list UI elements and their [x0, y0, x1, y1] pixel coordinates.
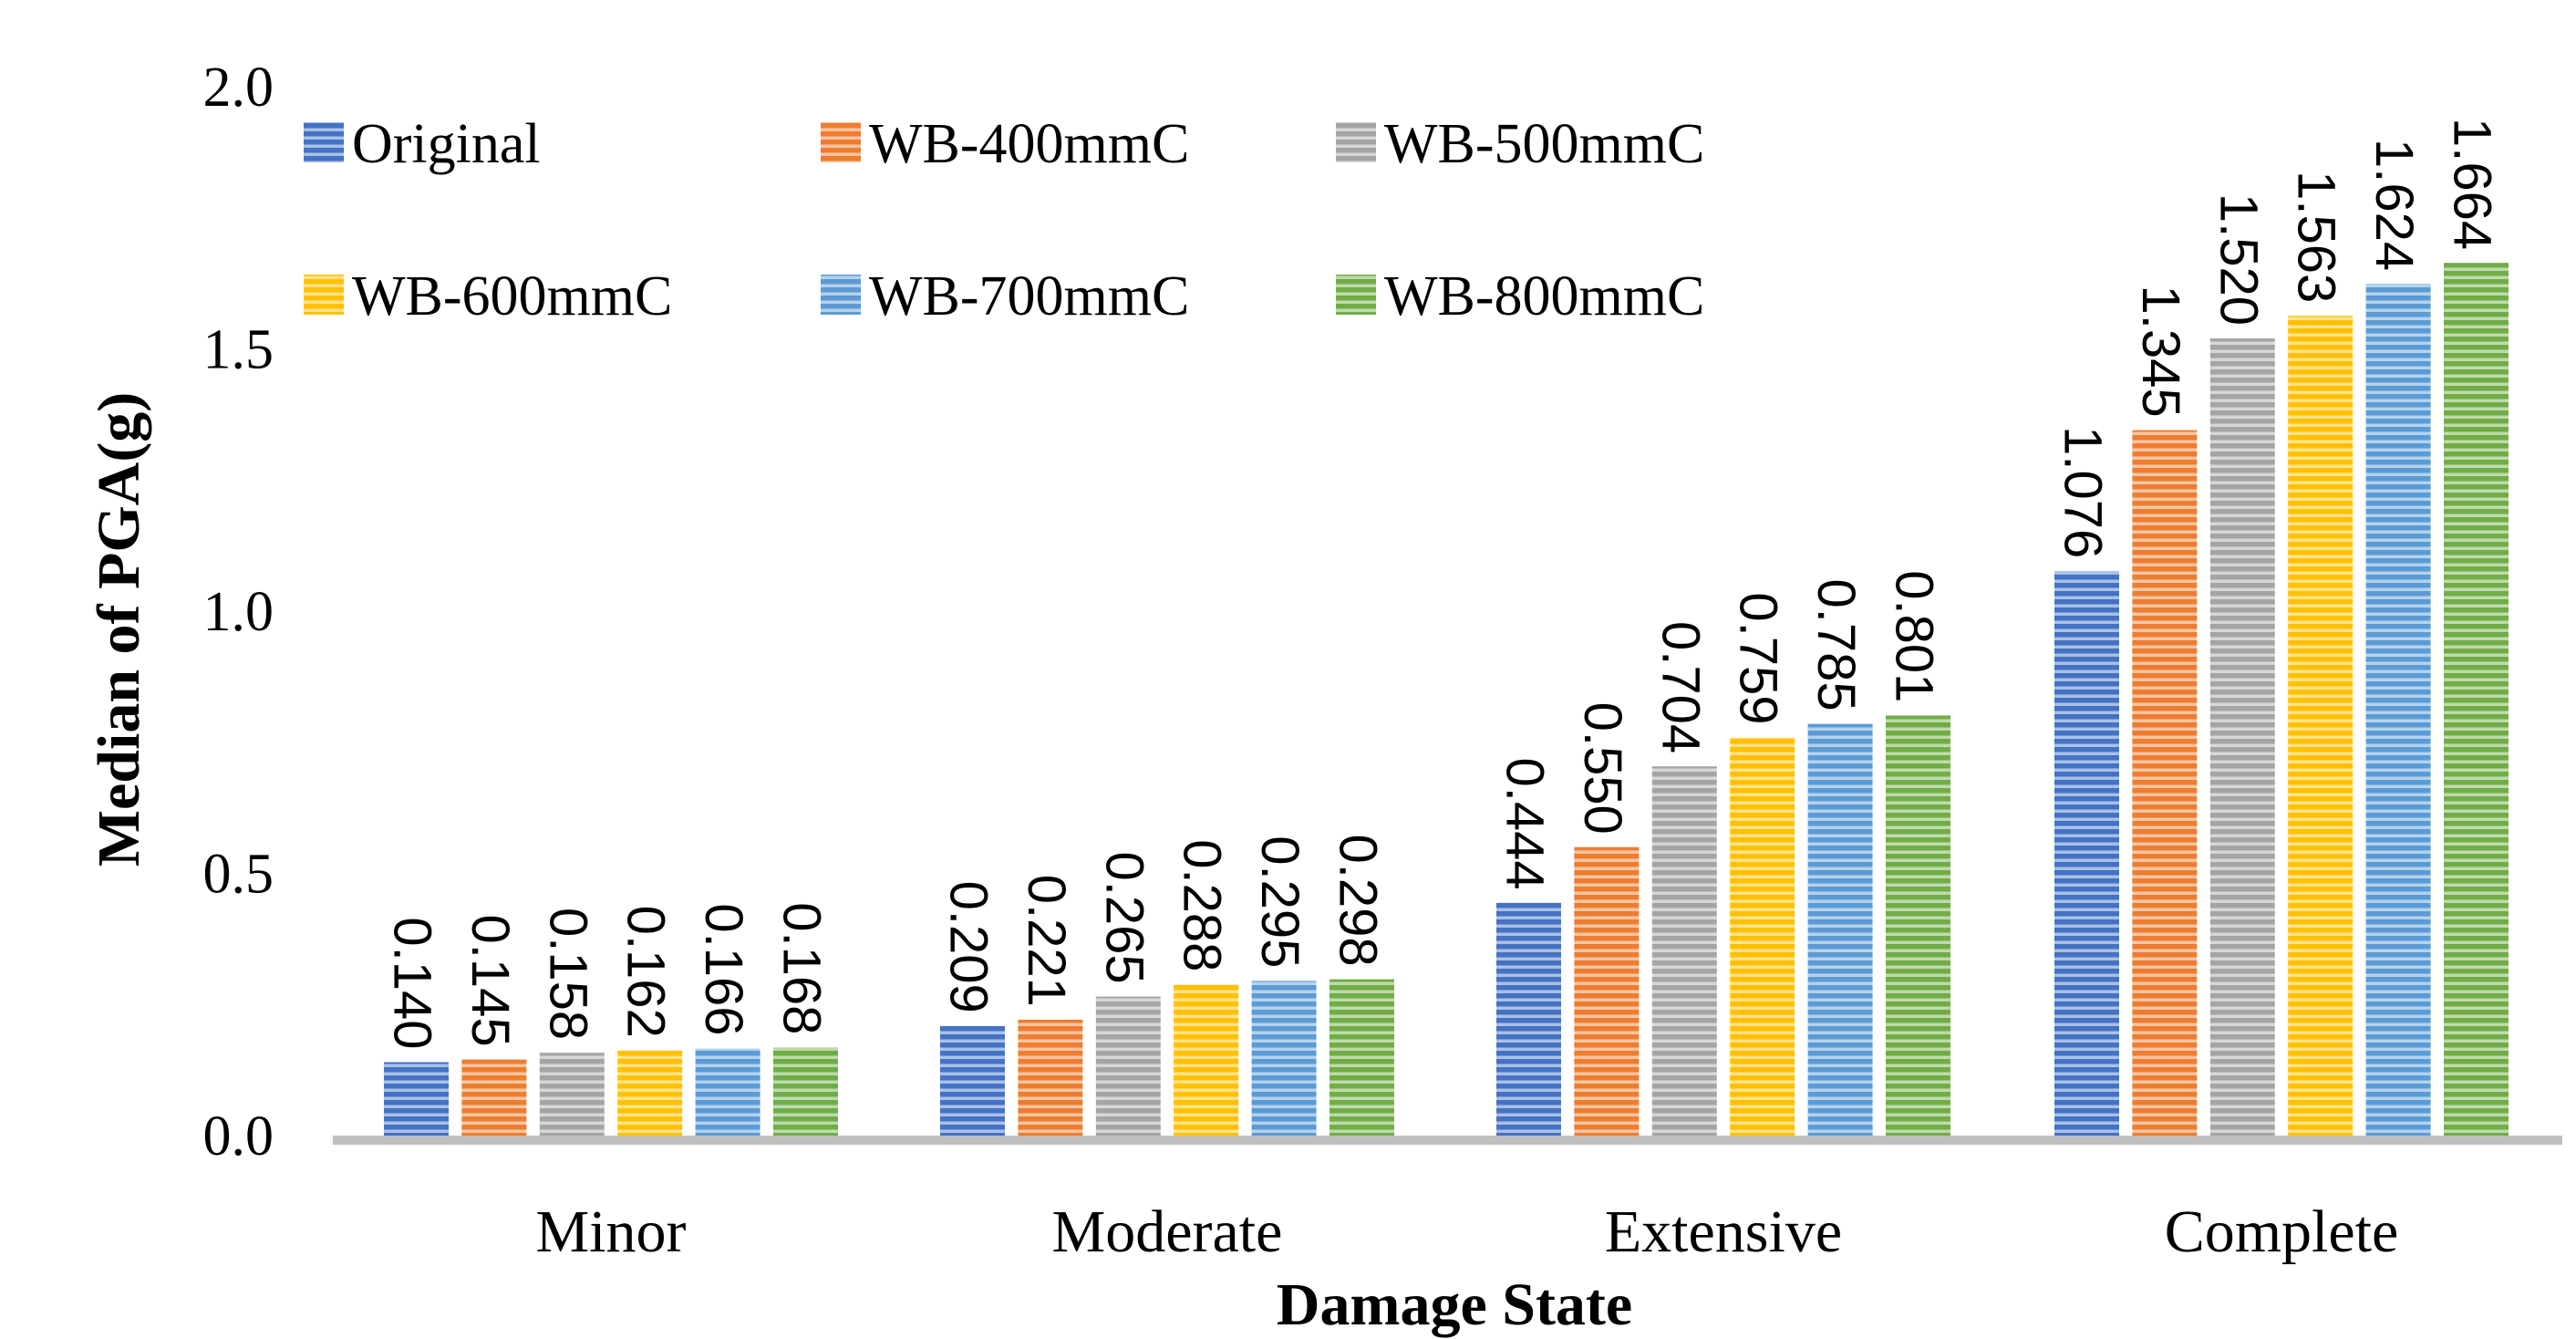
bar-minor-wb-700mmc — [695, 1048, 760, 1136]
data-label-minor-wb-400mmc: 0.145 — [460, 914, 520, 1046]
y-tick-label: 1.5 — [203, 319, 274, 381]
bar-moderate-wb-400mmc — [1018, 1019, 1083, 1136]
legend-label-wb-500mmc: WB-500mmC — [1384, 113, 1704, 175]
x-axis-title: Damage State — [1277, 1272, 1632, 1338]
bar-complete-wb-600mmc — [2288, 316, 2354, 1136]
bar-extensive-wb-600mmc — [1730, 737, 1795, 1136]
bar-extensive-wb-400mmc — [1574, 846, 1640, 1136]
legend-label-wb-400mmc: WB-400mmC — [869, 113, 1189, 175]
bar-moderate-wb-700mmc — [1251, 981, 1317, 1136]
bar-complete-wb-500mmc — [2209, 338, 2275, 1136]
data-label-extensive-wb-400mmc: 0.550 — [1573, 702, 1632, 835]
legend-label-wb-800mmc: WB-800mmC — [1384, 265, 1704, 327]
data-labels: 0.140 0.145 0.158 0.162 0.166 0.168 0.209 0.221… — [383, 118, 2502, 1049]
data-label-moderate-wb-500mmc: 0.265 — [1094, 851, 1154, 983]
y-tick-label: 2.0 — [203, 57, 274, 119]
y-axis-title: Median of PGA(g) — [86, 392, 152, 867]
data-label-minor-wb-500mmc: 0.158 — [538, 908, 597, 1040]
data-label-extensive-wb-700mmc: 0.785 — [1806, 578, 1866, 711]
category-label-moderate: Moderate — [1052, 1199, 1283, 1265]
bar-extensive-wb-700mmc — [1807, 723, 1873, 1136]
data-label-complete-wb-600mmc: 1.563 — [2287, 171, 2346, 303]
y-tick-label: 0.0 — [203, 1105, 274, 1168]
bar-complete-wb-400mmc — [2132, 430, 2198, 1136]
category-label-complete: Complete — [2165, 1199, 2399, 1265]
data-label-minor-original: 0.140 — [383, 917, 442, 1049]
data-label-extensive-original: 0.444 — [1495, 758, 1555, 890]
data-label-extensive-wb-600mmc: 0.759 — [1729, 592, 1788, 724]
data-label-complete-wb-500mmc: 1.520 — [2209, 193, 2268, 326]
bar-moderate-wb-600mmc — [1174, 984, 1239, 1136]
bar-moderate-wb-500mmc — [1095, 996, 1161, 1136]
y-axis-ticks: 0.0 0.5 1.0 1.5 2.0 — [203, 57, 274, 1168]
x-axis-category-labels: Minor Moderate Extensive Complete — [536, 1199, 2399, 1265]
data-label-complete-wb-400mmc: 1.345 — [2131, 285, 2190, 417]
data-label-minor-wb-700mmc: 0.166 — [694, 903, 753, 1035]
bar-complete-wb-800mmc — [2444, 263, 2509, 1136]
bar-minor-wb-400mmc — [461, 1059, 527, 1136]
legend-swatch-wb-400mmc — [821, 122, 861, 162]
legend-swatch-wb-500mmc — [1336, 122, 1376, 162]
data-label-minor-wb-600mmc: 0.162 — [616, 906, 676, 1038]
data-label-extensive-wb-800mmc: 0.801 — [1885, 570, 1944, 702]
legend: Original WB-400mmC WB-500mmC WB-600mmC WB-70… — [304, 113, 1704, 327]
data-label-complete-original: 1.076 — [2054, 426, 2113, 558]
legend-swatch-wb-600mmc — [304, 275, 344, 315]
data-label-moderate-wb-600mmc: 0.288 — [1173, 839, 1232, 971]
bar-minor-wb-800mmc — [773, 1047, 838, 1136]
bar-moderate-wb-800mmc — [1329, 979, 1394, 1136]
bar-extensive-wb-500mmc — [1651, 766, 1717, 1136]
category-label-minor: Minor — [536, 1199, 687, 1265]
bar-extensive-original — [1496, 902, 1561, 1136]
bar-minor-original — [384, 1062, 449, 1136]
y-tick-label: 0.5 — [203, 844, 274, 906]
data-label-moderate-wb-700mmc: 0.295 — [1250, 836, 1309, 968]
bar-series — [384, 263, 2509, 1136]
bar-extensive-wb-800mmc — [1886, 715, 1950, 1136]
data-label-extensive-wb-500mmc: 0.704 — [1650, 621, 1710, 753]
data-label-moderate-wb-800mmc: 0.298 — [1329, 834, 1388, 966]
bar-minor-wb-600mmc — [617, 1050, 683, 1136]
legend-label-original: Original — [352, 113, 541, 175]
legend-swatch-original — [304, 122, 344, 162]
bar-complete-original — [2054, 571, 2119, 1136]
data-label-moderate-original: 0.209 — [939, 881, 998, 1013]
bar-moderate-original — [940, 1025, 1005, 1136]
legend-label-wb-600mmc: WB-600mmC — [352, 265, 672, 327]
bar-minor-wb-500mmc — [539, 1053, 605, 1136]
data-label-complete-wb-800mmc: 1.664 — [2443, 118, 2502, 250]
y-tick-label: 1.0 — [203, 581, 274, 643]
bar-complete-wb-700mmc — [2365, 284, 2431, 1136]
data-label-complete-wb-700mmc: 1.624 — [2364, 139, 2424, 271]
data-label-moderate-wb-400mmc: 0.221 — [1017, 875, 1076, 1007]
legend-label-wb-700mmc: WB-700mmC — [869, 265, 1189, 327]
data-label-minor-wb-800mmc: 0.168 — [772, 902, 832, 1034]
legend-swatch-wb-700mmc — [821, 275, 861, 315]
category-label-extensive: Extensive — [1605, 1199, 1842, 1265]
legend-swatch-wb-800mmc — [1336, 275, 1376, 315]
